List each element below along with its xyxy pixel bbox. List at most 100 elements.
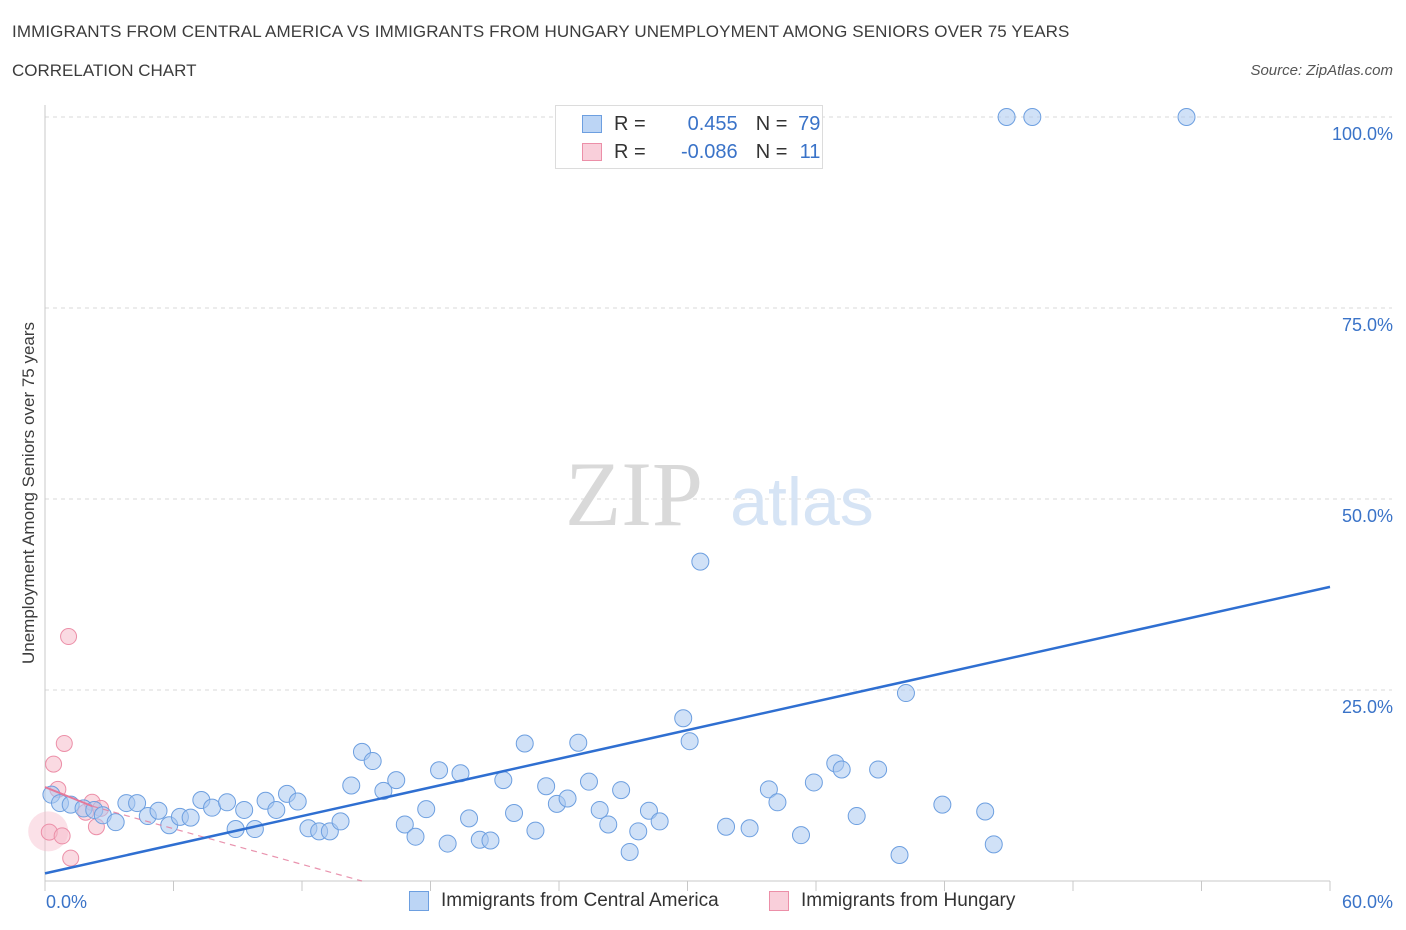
central-america-point [537,777,556,796]
hungary-points [28,628,110,867]
central-america-point [896,684,915,703]
y-tick-label: 25.0% [1342,697,1393,717]
central-america-point [792,826,811,845]
central-america-point [650,812,669,831]
bottom-legend-swatch-pink [769,891,789,911]
chart-subtitle: CORRELATION CHART [12,61,197,80]
y-tick-label: 100.0% [1332,124,1393,144]
central-america-point [481,831,500,850]
central-america-point [438,834,457,853]
legend-n-label: N = [755,140,788,163]
central-america-point [869,760,888,779]
central-america-point [759,780,778,799]
hungary-point [45,755,63,773]
central-america-point [691,552,710,571]
legend-r-label: R = [614,140,646,163]
central-america-point [288,792,307,811]
hungary-point [55,734,73,752]
x-tick-label: 0.0% [46,892,87,912]
central-america-point [768,793,787,812]
central-america-point [203,798,222,817]
central-america-point [590,800,609,819]
central-america-point [558,789,577,808]
hungary-point [60,628,78,646]
legend-n-value: 79 [798,112,821,135]
watermark: ZIP atlas [565,443,874,545]
central-america-point [395,815,414,834]
central-america-point [997,108,1016,126]
central-america-point [374,781,393,800]
correlation-legend: R = 0.455 N = 79 R = -0.086 N = 11 [555,105,823,169]
x-tick-label: 60.0% [1342,892,1393,912]
central-america-point [363,752,382,771]
legend-swatch-blue [582,115,602,133]
central-america-point [149,801,168,820]
watermark-atlas: atlas [730,464,874,540]
central-america-trend-line [44,585,1331,875]
central-america-point [218,793,237,812]
legend-row-central-america: R = 0.455 N = 79 [582,112,820,136]
central-america-point [505,804,524,823]
central-america-points [42,108,1196,865]
central-america-point [406,827,425,846]
bottom-legend-label: Immigrants from Central America [441,890,719,911]
central-america-point [181,808,200,827]
central-america-point [629,822,648,841]
central-america-point [417,800,436,819]
source-label: Source: ZipAtlas.com [1250,62,1393,79]
trend-lines [44,585,1331,882]
y-tick-label: 75.0% [1342,315,1393,335]
tick-labels: 25.0% 50.0% 75.0% 100.0% 0.0% 60.0% [46,124,1393,912]
central-america-point [832,760,851,779]
hungary-trend-line [44,786,93,808]
central-america-point [128,794,147,813]
legend-n-value: 11 [799,140,821,163]
central-america-point [106,813,125,832]
bottom-legend-swatch-blue [409,891,429,911]
central-america-point [740,819,759,838]
legend-r-label: R = [614,112,646,135]
bottom-legend-hungary: Immigrants from Hungary [769,890,1015,912]
central-america-point [612,781,631,800]
legend-row-hungary: R = -0.086 N = 11 [582,140,820,164]
central-america-point [331,812,350,831]
central-america-point [569,733,588,752]
axes [44,105,1331,891]
central-america-point [515,734,534,753]
watermark-zip: ZIP [565,443,703,545]
central-america-point [494,771,513,790]
central-america-point [579,772,598,791]
central-america-point [267,800,286,819]
central-america-point [847,807,866,826]
central-america-point [639,801,658,820]
legend-n-label: N = [755,112,788,135]
central-america-point [235,800,254,819]
central-america-point [717,817,736,836]
central-america-point [890,846,909,865]
central-america-point [680,732,699,751]
central-america-point [804,773,823,792]
central-america-point [526,821,545,840]
y-tick-label: 50.0% [1342,506,1393,526]
hungary-point [53,827,71,845]
central-america-point [1177,108,1196,126]
central-america-point [933,795,952,814]
hungary-point [62,849,80,867]
central-america-point [674,709,693,728]
central-america-point [387,771,406,790]
bottom-legend-central-america: Immigrants from Central America [409,890,719,912]
central-america-point [620,842,639,861]
central-america-point [342,776,361,795]
chart-title: IMMIGRANTS FROM CENTRAL AMERICA VS IMMIG… [12,22,1070,41]
central-america-point [1023,108,1042,126]
legend-r-value: -0.086 [680,140,738,163]
bottom-legend-label: Immigrants from Hungary [801,890,1016,911]
central-america-point [984,835,1003,854]
gridlines [45,116,1392,691]
legend-r-value: 0.455 [687,112,738,135]
central-america-point [460,809,479,828]
legend-swatch-pink [582,143,602,161]
central-america-point [976,802,995,821]
central-america-point [599,815,618,834]
